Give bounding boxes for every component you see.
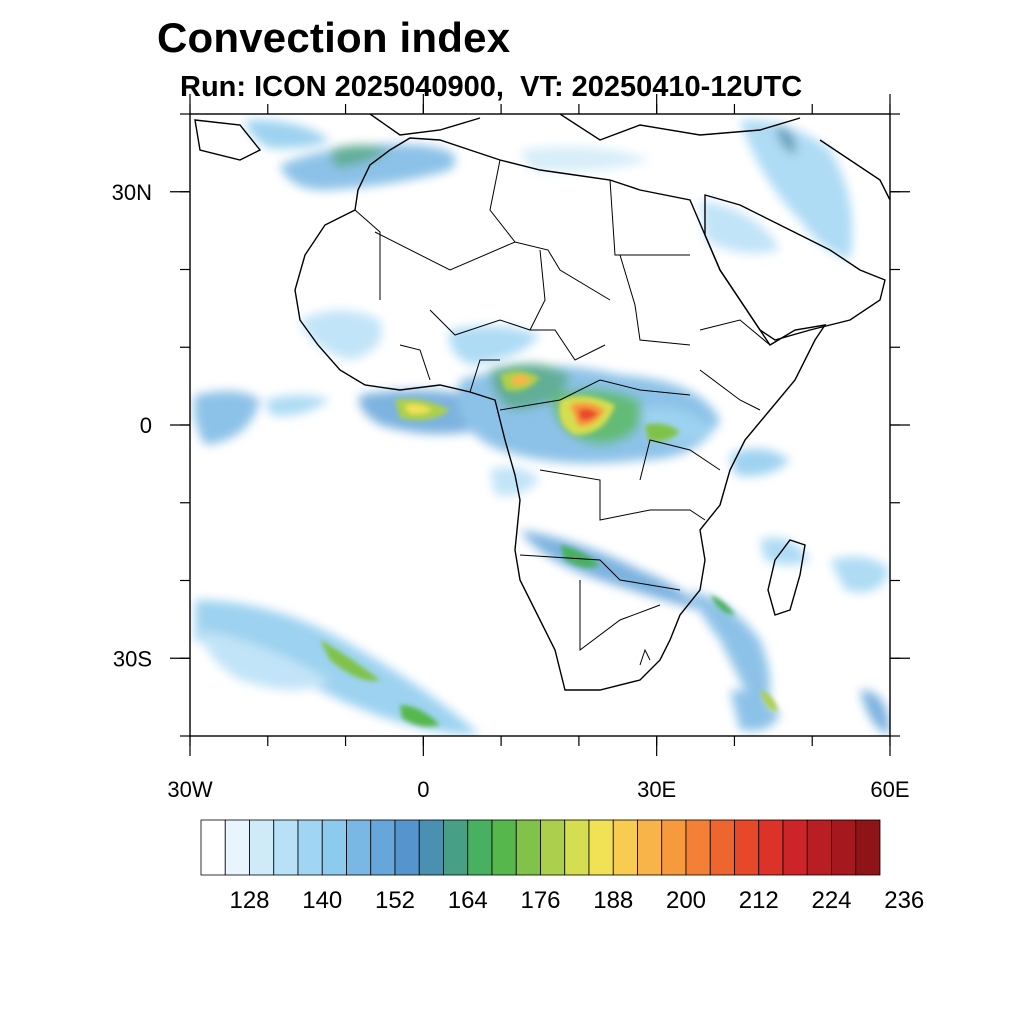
colorbar-tick-label: 236 [884, 887, 925, 914]
lat-tick-label: 30S [113, 646, 152, 671]
lon-tick-label: 30E [637, 777, 676, 802]
colorbar-tick-label: 188 [593, 887, 634, 914]
colorbar-tick-label: 200 [665, 887, 707, 914]
colorbar-swatch [418, 819, 444, 876]
lat-tick-label: 0 [140, 413, 152, 438]
colorbar-swatch [588, 819, 614, 876]
colorbar-swatch [540, 819, 566, 876]
colorbar-swatch [734, 819, 760, 876]
colorbar-swatch [297, 819, 323, 876]
colorbar-swatch [637, 819, 663, 876]
chart-subtitle: Run: ICON 2025040900, VT: 20250410-12UTC [180, 71, 803, 103]
lon-tick-label: 60E [870, 777, 909, 802]
lat-tick-label: 30N [112, 180, 152, 205]
colorbar-swatch [321, 819, 347, 876]
colorbar-swatch [443, 819, 469, 876]
convection-field [193, 119, 890, 736]
colorbar-swatch [612, 819, 638, 876]
axis-tick-labels: 30W 0 30E 60E 30N 0 30S [112, 180, 910, 802]
chart-title: Convection index [157, 14, 511, 61]
colorbar-swatch [661, 819, 687, 876]
colorbar-swatch [564, 819, 590, 876]
colorbar-swatch [249, 819, 275, 876]
colorbar-swatch [515, 819, 541, 876]
colorbar-swatch [200, 819, 226, 876]
colorbar-tick-label: 212 [738, 887, 779, 914]
colorbar-tick-label: 152 [374, 887, 416, 914]
colorbar-swatch [782, 819, 808, 876]
lon-tick-label: 0 [417, 777, 429, 802]
colorbar-swatch [370, 819, 396, 876]
colorbar-tick-label: 176 [520, 887, 561, 914]
lon-tick-label: 30W [167, 777, 212, 802]
convection-cores [320, 370, 778, 727]
colorbar-swatch [806, 819, 832, 876]
colorbar [200, 819, 881, 876]
colorbar-tick-label: 128 [229, 887, 270, 914]
colorbar-swatch [467, 819, 493, 876]
colorbar-swatch [685, 819, 711, 876]
colorbar-swatch [394, 819, 420, 876]
colorbar-swatch [709, 819, 735, 876]
colorbar-swatch [224, 819, 250, 876]
axis-ticks [170, 94, 910, 756]
colorbar-swatch [491, 819, 517, 876]
colorbar-swatch [758, 819, 784, 876]
colorbar-swatch [831, 819, 857, 876]
colorbar-tick-label: 164 [447, 887, 488, 914]
country-borders [354, 159, 771, 666]
colorbar-swatch [855, 819, 881, 876]
colorbar-tick-label: 140 [302, 887, 343, 914]
colorbar-swatch [346, 819, 372, 876]
colorbar-tick-label: 224 [811, 887, 852, 914]
coastlines [194, 114, 890, 691]
colorbar-swatch [273, 819, 299, 876]
